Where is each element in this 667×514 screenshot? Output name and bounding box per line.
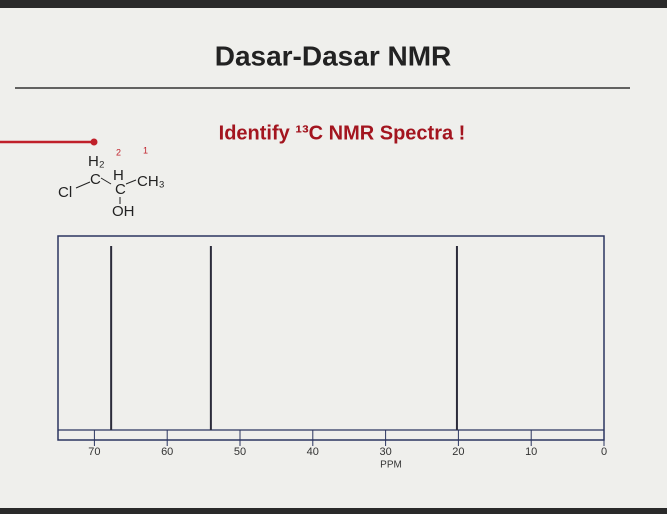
x-tick-label: 10 bbox=[525, 446, 537, 458]
slide-title: Dasar-Dasar NMR bbox=[215, 40, 452, 71]
x-tick-label: 60 bbox=[161, 446, 173, 458]
molecule: H₂ Cl C H CH₃ C OH 2 1 bbox=[58, 145, 165, 220]
atom-label: C bbox=[115, 181, 126, 198]
atom-label: C bbox=[90, 171, 101, 188]
x-tick-label: 20 bbox=[452, 446, 464, 458]
plot-frame bbox=[57, 235, 605, 441]
x-tick-label: 0 bbox=[601, 446, 607, 458]
slide-background bbox=[0, 8, 667, 508]
bond bbox=[100, 177, 112, 185]
x-axis-label: PPM bbox=[380, 460, 402, 471]
slide-subtitle: Identify ¹³C NMR Spectra ! bbox=[219, 122, 466, 144]
atom-label: H bbox=[113, 167, 124, 184]
spectrum: 70 60 50 40 30 20 10 0 PPM bbox=[57, 235, 607, 471]
bond bbox=[125, 179, 137, 185]
x-tick-label: 30 bbox=[379, 446, 391, 458]
red-dot bbox=[90, 138, 98, 146]
atom-label: CH₃ bbox=[137, 173, 165, 190]
bond bbox=[75, 181, 91, 189]
atom-label: H₂ bbox=[88, 153, 105, 170]
pen-mark: 2 bbox=[116, 147, 121, 157]
atom-label: Cl bbox=[58, 184, 72, 201]
x-tick-label: 40 bbox=[307, 446, 319, 458]
x-tick-label: 70 bbox=[88, 446, 100, 458]
x-tick-label: 50 bbox=[234, 446, 246, 458]
atom-label: OH bbox=[112, 203, 135, 220]
pen-mark: 1 bbox=[143, 145, 148, 155]
